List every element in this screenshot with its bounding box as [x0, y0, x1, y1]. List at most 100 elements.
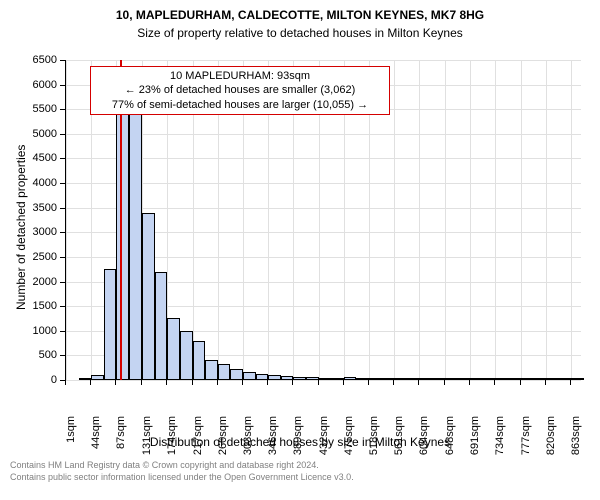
ytick-mark [60, 355, 65, 356]
ytick-mark [60, 331, 65, 332]
xtick-label: 389sqm [292, 416, 304, 464]
xtick-mark [90, 380, 91, 385]
xtick-label: 734sqm [494, 416, 506, 464]
xtick-mark [444, 380, 445, 385]
ytick-mark [60, 109, 65, 110]
annotation-line1: 10 MAPLEDURHAM: 93sqm [97, 69, 383, 83]
ytick-mark [60, 232, 65, 233]
ytick-mark [60, 257, 65, 258]
xtick-label: 346sqm [267, 416, 279, 464]
xtick-label: 820sqm [545, 416, 557, 464]
xtick-label: 475sqm [343, 416, 355, 464]
ytick-label: 2500 [33, 251, 57, 263]
histogram-bar [116, 109, 129, 380]
grid-line [521, 60, 522, 380]
histogram-bar [180, 331, 193, 380]
xtick-mark [343, 380, 344, 385]
xtick-label: 1sqm [65, 416, 77, 464]
xtick-label: 260sqm [217, 416, 229, 464]
ytick-label: 1500 [33, 300, 57, 312]
histogram-bar [104, 269, 117, 380]
grid-line [66, 60, 67, 380]
xtick-label: 44sqm [90, 416, 102, 464]
ytick-label: 0 [51, 374, 57, 386]
ytick-label: 6000 [33, 79, 57, 91]
histogram-bar [369, 378, 382, 380]
ytick-mark [60, 282, 65, 283]
xtick-label: 174sqm [166, 416, 178, 464]
annotation-line2: ← 23% of detached houses are smaller (3,… [97, 83, 383, 97]
histogram-bar [129, 112, 142, 380]
ytick-label: 3500 [33, 202, 57, 214]
ytick-label: 2000 [33, 276, 57, 288]
xtick-mark [65, 380, 66, 385]
xtick-label: 432sqm [318, 416, 330, 464]
xtick-mark [292, 380, 293, 385]
xtick-mark [545, 380, 546, 385]
xtick-mark [520, 380, 521, 385]
histogram-bar [394, 378, 407, 380]
grid-line [445, 60, 446, 380]
histogram-bar [445, 378, 458, 380]
xtick-label: 561sqm [393, 416, 405, 464]
ytick-label: 5500 [33, 103, 57, 115]
histogram-bar [268, 375, 281, 380]
ytick-label: 3000 [33, 226, 57, 238]
histogram-bar [571, 378, 584, 380]
histogram-bar [495, 378, 508, 380]
ytick-label: 6500 [33, 54, 57, 66]
histogram-bar [243, 372, 256, 380]
xtick-label: 217sqm [192, 416, 204, 464]
grid-line [66, 208, 581, 209]
xtick-mark [217, 380, 218, 385]
histogram-bar [293, 377, 306, 380]
grid-line [66, 183, 581, 184]
xtick-mark [393, 380, 394, 385]
xtick-label: 648sqm [444, 416, 456, 464]
ytick-mark [60, 85, 65, 86]
xtick-mark [469, 380, 470, 385]
histogram-bar [205, 360, 218, 380]
ytick-mark [60, 134, 65, 135]
histogram-bar [344, 377, 357, 380]
ytick-mark [60, 158, 65, 159]
ytick-label: 1000 [33, 325, 57, 337]
histogram-bar [521, 378, 534, 380]
ytick-label: 5000 [33, 128, 57, 140]
grid-line [66, 380, 581, 381]
chart-container: 10, MAPLEDURHAM, CALDECOTTE, MILTON KEYN… [0, 0, 600, 500]
xtick-mark [318, 380, 319, 385]
ytick-mark [60, 306, 65, 307]
grid-line [495, 60, 496, 380]
xtick-label: 518sqm [368, 416, 380, 464]
histogram-bar [432, 378, 445, 380]
xtick-label: 131sqm [141, 416, 153, 464]
xtick-mark [570, 380, 571, 385]
histogram-bar [419, 378, 432, 380]
histogram-bar [546, 378, 559, 380]
ytick-label: 4500 [33, 152, 57, 164]
grid-line [419, 60, 420, 380]
xtick-label: 604sqm [418, 416, 430, 464]
y-axis-label: Number of detached properties [14, 145, 28, 310]
ytick-label: 4000 [33, 177, 57, 189]
histogram-bar [155, 272, 168, 380]
histogram-bar [218, 364, 231, 380]
grid-line [571, 60, 572, 380]
grid-line [394, 60, 395, 380]
xtick-mark [418, 380, 419, 385]
histogram-bar [167, 318, 180, 380]
xtick-mark [166, 380, 167, 385]
annotation-box: 10 MAPLEDURHAM: 93sqm ← 23% of detached … [90, 66, 390, 115]
ytick-mark [60, 60, 65, 61]
xtick-label: 303sqm [242, 416, 254, 464]
xtick-label: 777sqm [520, 416, 532, 464]
histogram-bar [142, 213, 155, 380]
histogram-bar [319, 378, 332, 380]
xtick-label: 87sqm [115, 416, 127, 464]
histogram-bar [470, 378, 483, 380]
histogram-bar [91, 375, 104, 380]
ytick-mark [60, 183, 65, 184]
grid-line [66, 60, 581, 61]
xtick-label: 863sqm [570, 416, 582, 464]
